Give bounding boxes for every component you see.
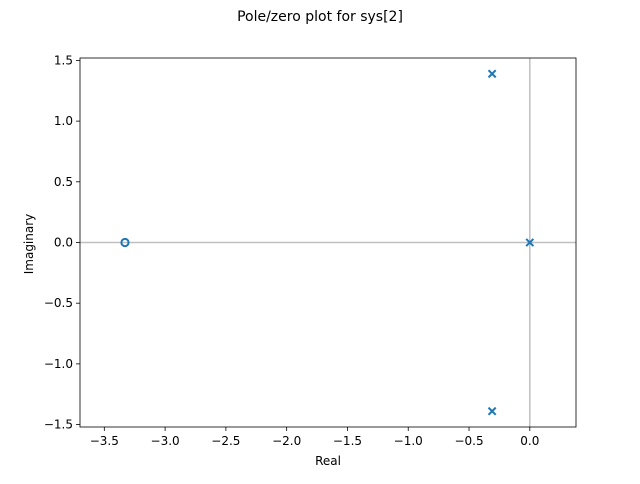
pole-marker — [525, 238, 535, 247]
pole-marker — [487, 69, 497, 79]
plot-area: −3.5 −3.0 −2.5 −2.0 −1.5 −1.0 −0.5 0.0 1.5 1.0 0.5… — [44, 53, 577, 448]
y-tick-label: 0.5 — [54, 175, 73, 189]
y-tick-label: 1.0 — [54, 114, 73, 128]
x-tick-label: 0.0 — [520, 434, 539, 448]
x-tick-label: −3.5 — [90, 434, 119, 448]
x-axis-label: Real — [315, 454, 341, 468]
y-tick-label: −0.5 — [44, 296, 73, 310]
x-tick-label: −1.5 — [333, 434, 362, 448]
x-tick-label: −2.0 — [272, 434, 301, 448]
x-tick-label: −2.5 — [211, 434, 240, 448]
y-tick-label: −1.5 — [44, 418, 73, 432]
x-tick-label: −0.5 — [454, 434, 483, 448]
zero-marker — [120, 237, 130, 248]
x-tick-label: −3.0 — [151, 434, 180, 448]
y-axis-label: Imaginary — [22, 214, 36, 275]
y-tick-label: 1.5 — [54, 53, 73, 67]
axes-frame — [79, 57, 577, 428]
chart-title: Pole/zero plot for sys[2] — [237, 9, 403, 25]
y-tick-label: −1.0 — [44, 357, 73, 371]
pole-marker — [487, 406, 497, 416]
y-tick-label: 0.0 — [54, 236, 73, 250]
x-tick-label: −1.0 — [394, 434, 423, 448]
